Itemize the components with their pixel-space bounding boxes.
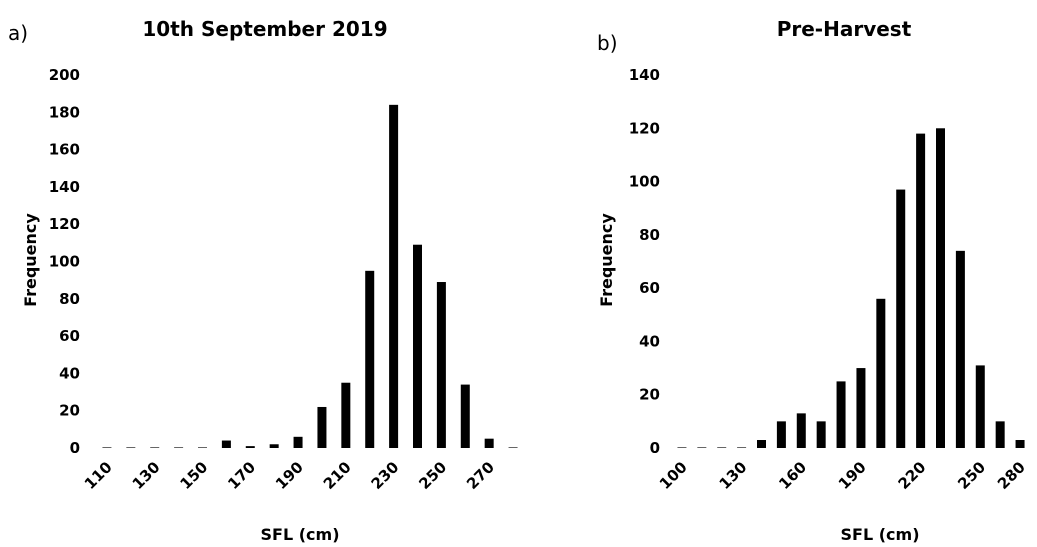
panel-a-ytick-label: 0 bbox=[70, 439, 80, 457]
panel-a-ytick-label: 60 bbox=[59, 327, 80, 345]
panel-b-bar bbox=[697, 447, 707, 448]
panel-a-bar bbox=[269, 444, 279, 448]
panel-b-bar bbox=[936, 128, 945, 449]
panel-b-ytick-label: 0 bbox=[650, 439, 660, 457]
panel-b-marks: 0 20 40 60 80 100 120 140 100 130 160 190 220 250 280 bbox=[629, 66, 1029, 493]
panel-b-bar bbox=[757, 440, 766, 448]
panel-b-bar bbox=[737, 447, 747, 448]
panel-a-bar bbox=[436, 282, 446, 448]
panel-b-xtick-label: 250 bbox=[954, 458, 989, 493]
panel-a-bar bbox=[245, 446, 255, 448]
panel-b-ytick-label: 120 bbox=[629, 119, 660, 137]
panel-a-bar bbox=[413, 244, 422, 448]
panel-b-bar bbox=[1015, 440, 1025, 448]
panel-b-xtick-label: 190 bbox=[835, 458, 870, 493]
panel-b-ytick-label: 40 bbox=[639, 332, 660, 350]
panel-a-bar bbox=[341, 382, 351, 448]
panel-b-ytick-label: 100 bbox=[629, 173, 660, 191]
panel-a-xlabel: SFL (cm) bbox=[261, 525, 340, 544]
panel-a-ytick-label: 80 bbox=[59, 290, 80, 308]
panel-a-bar bbox=[126, 447, 136, 448]
panel-a-ytick-label: 100 bbox=[49, 253, 80, 271]
panel-b-xlabel: SFL (cm) bbox=[841, 525, 920, 544]
panel-b-bar bbox=[816, 421, 826, 448]
panel-a-ytick-label: 40 bbox=[59, 364, 80, 382]
panel-a: a) 10th September 2019 Frequency SFL (cm… bbox=[8, 17, 518, 544]
panel-b-ytick-label: 20 bbox=[639, 386, 660, 404]
panel-a-ytick-label: 160 bbox=[49, 141, 80, 159]
panel-b-bar bbox=[916, 133, 926, 448]
panel-b-bar bbox=[677, 447, 687, 448]
panel-a-xtick-label: 210 bbox=[320, 458, 355, 493]
panel-a-ytick-label: 180 bbox=[49, 103, 80, 121]
panel-b-bar bbox=[856, 368, 866, 448]
panel-a-marks: 0 20 40 60 80 100 120 140 160 180 200 110 130 150 170 1… bbox=[49, 66, 518, 493]
panel-a-bar bbox=[484, 438, 494, 448]
panel-a-bar bbox=[508, 447, 518, 448]
panel-a-bar bbox=[150, 447, 160, 448]
panel-a-xtick-label: 110 bbox=[81, 458, 116, 493]
panel-b-bar bbox=[876, 298, 886, 448]
panel-a-xtick-label: 170 bbox=[224, 458, 259, 493]
panel-a-xtick-label: 270 bbox=[463, 458, 498, 493]
panel-a-bar bbox=[293, 436, 303, 448]
panel-b-xtick-label: 130 bbox=[716, 458, 751, 493]
panel-a-xtick-label: 190 bbox=[272, 458, 307, 493]
panel-a-bar bbox=[389, 104, 399, 448]
panel-b-bar bbox=[796, 413, 806, 448]
panel-a-label: a) bbox=[8, 21, 28, 45]
panel-a-bar bbox=[221, 440, 231, 448]
panel-b-bar bbox=[975, 365, 985, 448]
panel-b-xtick-label: 280 bbox=[994, 458, 1029, 493]
panel-a-title: 10th September 2019 bbox=[142, 17, 387, 41]
panel-b-label: b) bbox=[597, 31, 618, 55]
panel-a-ylabel: Frequency bbox=[21, 213, 40, 307]
panel-b-bar bbox=[995, 421, 1005, 448]
panel-a-bar bbox=[460, 384, 470, 448]
panel-b-xtick-label: 220 bbox=[895, 458, 930, 493]
panel-b-bar bbox=[896, 189, 906, 449]
panel-b-ylabel: Frequency bbox=[597, 213, 616, 307]
panel-b-xtick-label: 100 bbox=[656, 458, 691, 493]
panel-a-bar bbox=[317, 406, 327, 448]
panel-a-bar bbox=[102, 447, 112, 448]
panel-a-xtick-label: 250 bbox=[415, 458, 450, 493]
panel-b-ytick-label: 80 bbox=[639, 226, 660, 244]
panel-b-ytick-label: 140 bbox=[629, 66, 660, 84]
panel-b-ytick-label: 60 bbox=[639, 279, 660, 297]
panel-a-ytick-label: 120 bbox=[49, 215, 80, 233]
panel-a-xtick-label: 150 bbox=[176, 458, 211, 493]
panel-b-xtick-label: 160 bbox=[775, 458, 810, 493]
panel-b-bar bbox=[955, 250, 965, 448]
panel-b: b) Pre-Harvest Frequency SFL (cm) 0 20 40 6… bbox=[597, 17, 1029, 544]
panel-a-bar bbox=[174, 447, 184, 448]
panel-a-ytick-label: 20 bbox=[59, 402, 80, 420]
panel-b-bar bbox=[776, 421, 786, 448]
panel-b-bar bbox=[836, 381, 846, 448]
panel-a-xtick-label: 230 bbox=[368, 458, 403, 493]
panel-a-ytick-label: 140 bbox=[49, 178, 80, 196]
panel-b-bar bbox=[717, 447, 727, 448]
panel-a-xtick-label: 130 bbox=[129, 458, 164, 493]
panel-a-ytick-label: 200 bbox=[49, 66, 80, 84]
panel-a-bar bbox=[198, 447, 207, 448]
panel-b-title: Pre-Harvest bbox=[777, 17, 912, 41]
panel-a-bar bbox=[365, 270, 375, 448]
